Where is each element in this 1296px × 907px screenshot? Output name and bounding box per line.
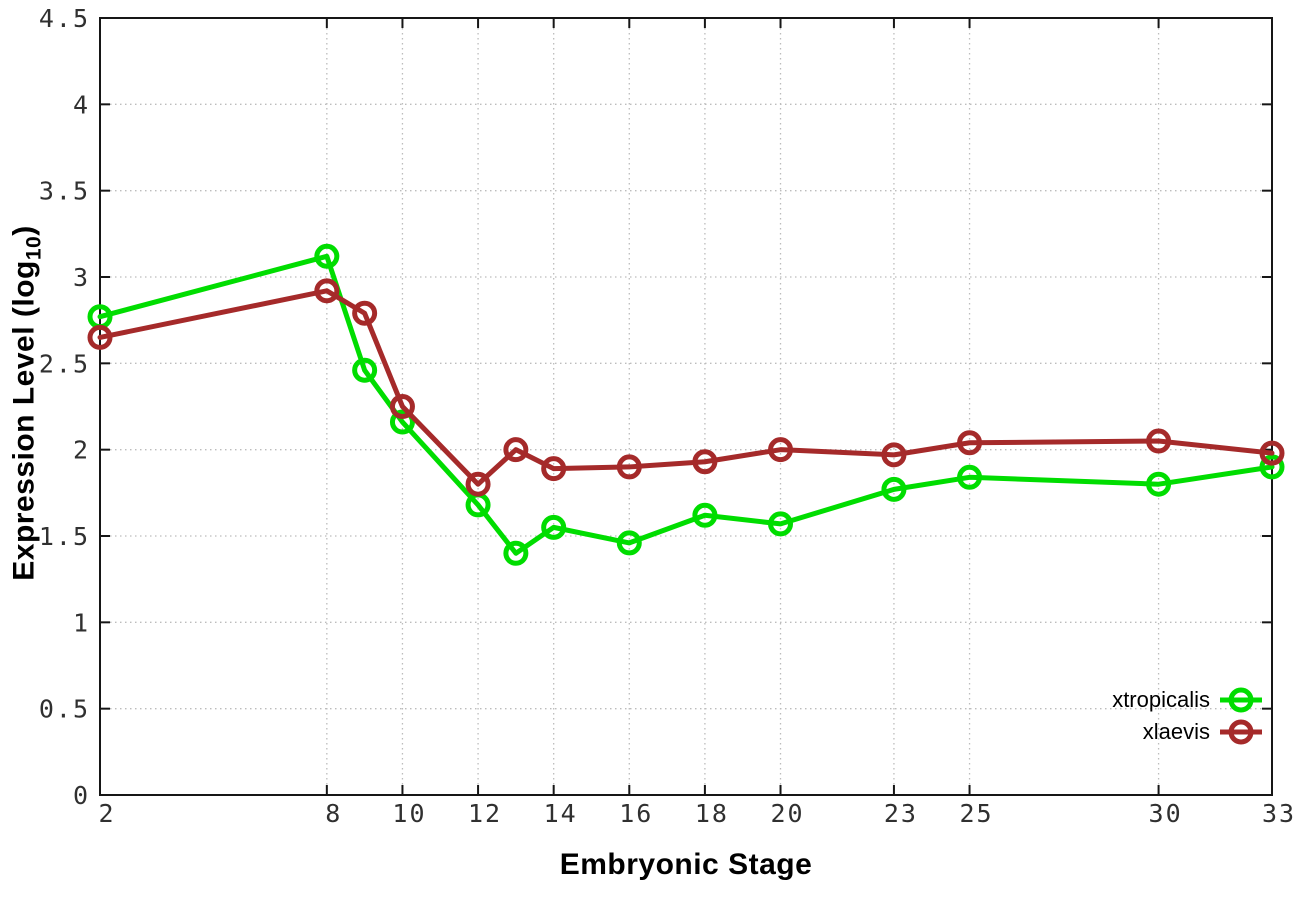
- marker-xtropicalis-stage-18: [692, 502, 718, 528]
- x-tick-label-14: 14: [544, 799, 578, 828]
- x-tick-label-18: 18: [695, 799, 729, 828]
- y-tick-label-0.5: 0.5: [39, 695, 90, 724]
- plot-border: [99, 17, 1273, 796]
- series-line-xlaevis: [97, 288, 1275, 487]
- x-tick-label-10: 10: [392, 799, 426, 828]
- marker-xlaevis-stage-9: [352, 300, 378, 326]
- y-tick-label-3.5: 3.5: [39, 177, 90, 206]
- x-tick-label-33: 33: [1262, 799, 1296, 828]
- marker-xlaevis-stage-33: [1259, 440, 1285, 466]
- legend-line-marker-icon: [1220, 719, 1262, 745]
- marker-xlaevis-stage-16: [616, 454, 642, 480]
- y-tick-label-4: 4: [73, 90, 90, 119]
- y-tick-label-4.5: 4.5: [39, 4, 90, 33]
- marker-xlaevis-stage-10: [389, 394, 415, 419]
- x-tick-label-23: 23: [884, 799, 918, 828]
- marker-xlaevis-stage-8: [314, 278, 340, 304]
- x-axis-title: Embryonic Stage: [559, 848, 813, 881]
- marker-xlaevis-stage-30: [1146, 428, 1172, 454]
- marker-xtropicalis-stage-33: [1259, 454, 1285, 480]
- legend-line-marker-icon: [1220, 687, 1262, 713]
- marker-xlaevis-stage-14: [541, 456, 567, 482]
- marker-xlaevis-stage-13: [503, 437, 529, 463]
- legend: xtropicalis xlaevis: [1112, 685, 1263, 747]
- x-tick-label-8: 8: [325, 799, 342, 828]
- x-tick-label-30: 30: [1149, 799, 1183, 828]
- y-tick-label-0: 0: [73, 781, 90, 810]
- marker-xtropicalis-stage-23: [881, 476, 907, 502]
- y-axis-title-suffix: ): [7, 225, 41, 236]
- y-tick-label-2.5: 2.5: [39, 349, 90, 378]
- x-tick-label-2: 2: [98, 799, 115, 828]
- x-tick-label-12: 12: [468, 799, 502, 828]
- marker-xlaevis-stage-2: [87, 324, 113, 350]
- marker-xtropicalis-stage-14: [541, 514, 567, 540]
- y-axis-title-subscript: 10: [22, 235, 46, 261]
- marker-xtropicalis-stage-13: [503, 540, 529, 566]
- y-axis-title-text: Expression Level (log: [7, 260, 41, 581]
- marker-xtropicalis-stage-30: [1146, 471, 1172, 497]
- x-tick-label-16: 16: [619, 799, 653, 828]
- y-tick-label-1.5: 1.5: [39, 522, 90, 551]
- legend-item-xtropicalis: xtropicalis: [1112, 685, 1263, 715]
- marker-xtropicalis-stage-8: [314, 243, 340, 269]
- marker-xtropicalis-stage-20: [768, 511, 794, 537]
- x-tick-label-25: 25: [959, 799, 993, 828]
- legend-label-xtropicalis: xtropicalis: [1112, 687, 1210, 712]
- marker-xlaevis-stage-18: [692, 449, 718, 475]
- y-tick-label-1: 1: [73, 608, 90, 637]
- marker-xlaevis-stage-20: [768, 437, 794, 463]
- marker-xlaevis-stage-25: [957, 430, 983, 456]
- marker-xtropicalis-stage-9: [352, 357, 378, 383]
- legend-sample-circle-icon: [1228, 687, 1254, 713]
- y-axis-title: Expression Level (log10): [8, 225, 47, 580]
- y-tick-label-3: 3: [73, 263, 90, 292]
- legend-label-xlaevis: xlaevis: [1142, 719, 1210, 744]
- x-tick-label-20: 20: [770, 799, 804, 828]
- marker-xlaevis-stage-23: [881, 442, 907, 468]
- marker-xtropicalis-stage-16: [616, 530, 642, 556]
- marker-xtropicalis-stage-10: [389, 409, 415, 435]
- marker-xlaevis-stage-12: [465, 471, 491, 497]
- marker-xtropicalis-stage-25: [957, 464, 983, 490]
- legend-item-xlaevis: xlaevis: [1143, 717, 1263, 747]
- legend-sample-circle-icon: [1228, 719, 1254, 745]
- y-tick-label-2: 2: [73, 436, 90, 465]
